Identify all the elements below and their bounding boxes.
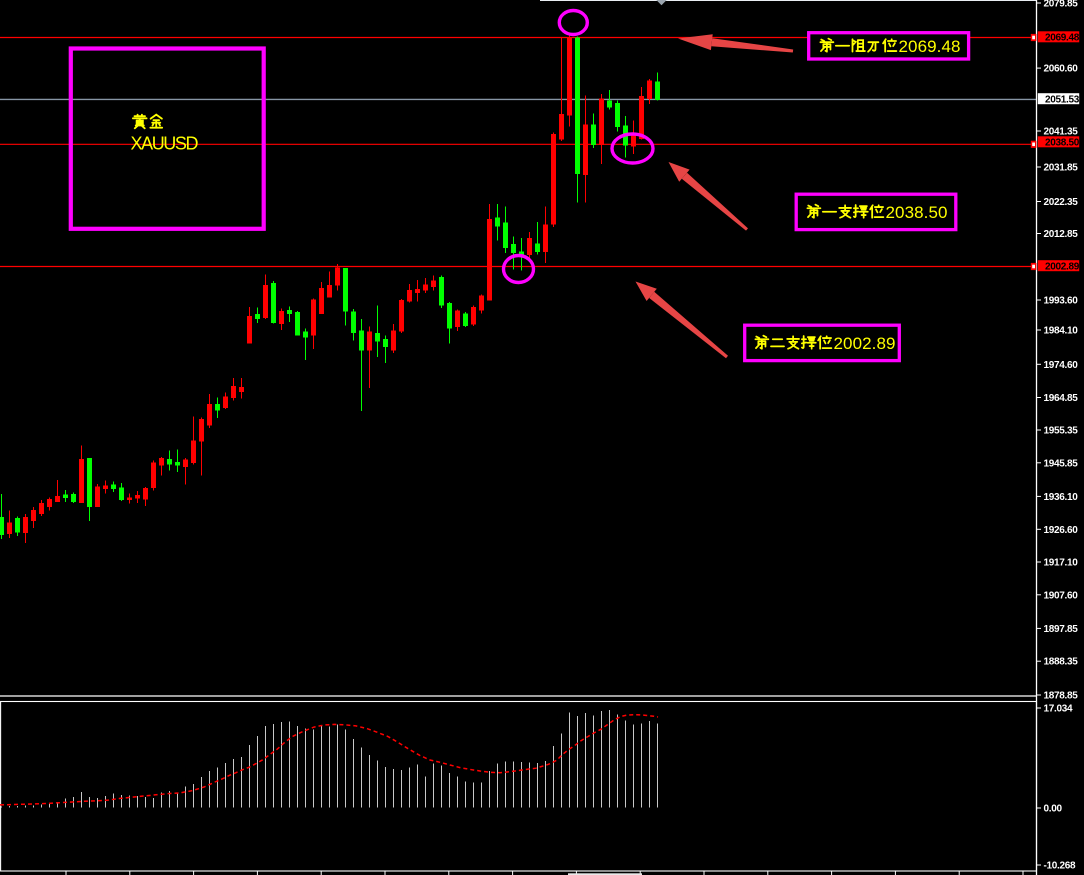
svg-text:2051.53: 2051.53 (1045, 95, 1080, 106)
svg-text:1974.60: 1974.60 (1044, 360, 1079, 371)
svg-text:XAUUSD: XAUUSD (131, 134, 199, 154)
svg-text:1984.10: 1984.10 (1044, 326, 1079, 337)
svg-text:1964.85: 1964.85 (1044, 393, 1079, 404)
svg-text:2002.89: 2002.89 (1045, 262, 1080, 273)
svg-text:1926.60: 1926.60 (1044, 525, 1079, 536)
svg-text:2069.48: 2069.48 (899, 37, 961, 56)
svg-text:2012.85: 2012.85 (1044, 229, 1079, 240)
svg-text:2031.85: 2031.85 (1044, 163, 1079, 174)
svg-text:1917.10: 1917.10 (1044, 558, 1079, 569)
svg-text:2079.85: 2079.85 (1044, 0, 1079, 10)
svg-text:17.034: 17.034 (1044, 704, 1074, 715)
svg-text:2038.50: 2038.50 (886, 203, 948, 222)
svg-text:2038.50: 2038.50 (1045, 138, 1080, 149)
svg-text:0.00: 0.00 (1044, 804, 1063, 815)
svg-text:1955.35: 1955.35 (1044, 426, 1079, 437)
svg-text:-10.268: -10.268 (1044, 861, 1077, 872)
svg-text:1878.85: 1878.85 (1044, 691, 1079, 702)
svg-text:1936.10: 1936.10 (1044, 492, 1079, 503)
svg-text:2022.35: 2022.35 (1044, 197, 1079, 208)
svg-text:2041.35: 2041.35 (1044, 127, 1079, 138)
svg-text:1993.60: 1993.60 (1044, 296, 1079, 307)
svg-text:1945.85: 1945.85 (1044, 458, 1079, 469)
svg-text:2002.89: 2002.89 (834, 334, 896, 353)
svg-text:2060.60: 2060.60 (1044, 64, 1079, 75)
svg-text:1897.85: 1897.85 (1044, 624, 1079, 635)
svg-text:1888.35: 1888.35 (1044, 657, 1079, 668)
svg-text:2069.48: 2069.48 (1045, 33, 1080, 44)
svg-text:1907.60: 1907.60 (1044, 590, 1079, 601)
